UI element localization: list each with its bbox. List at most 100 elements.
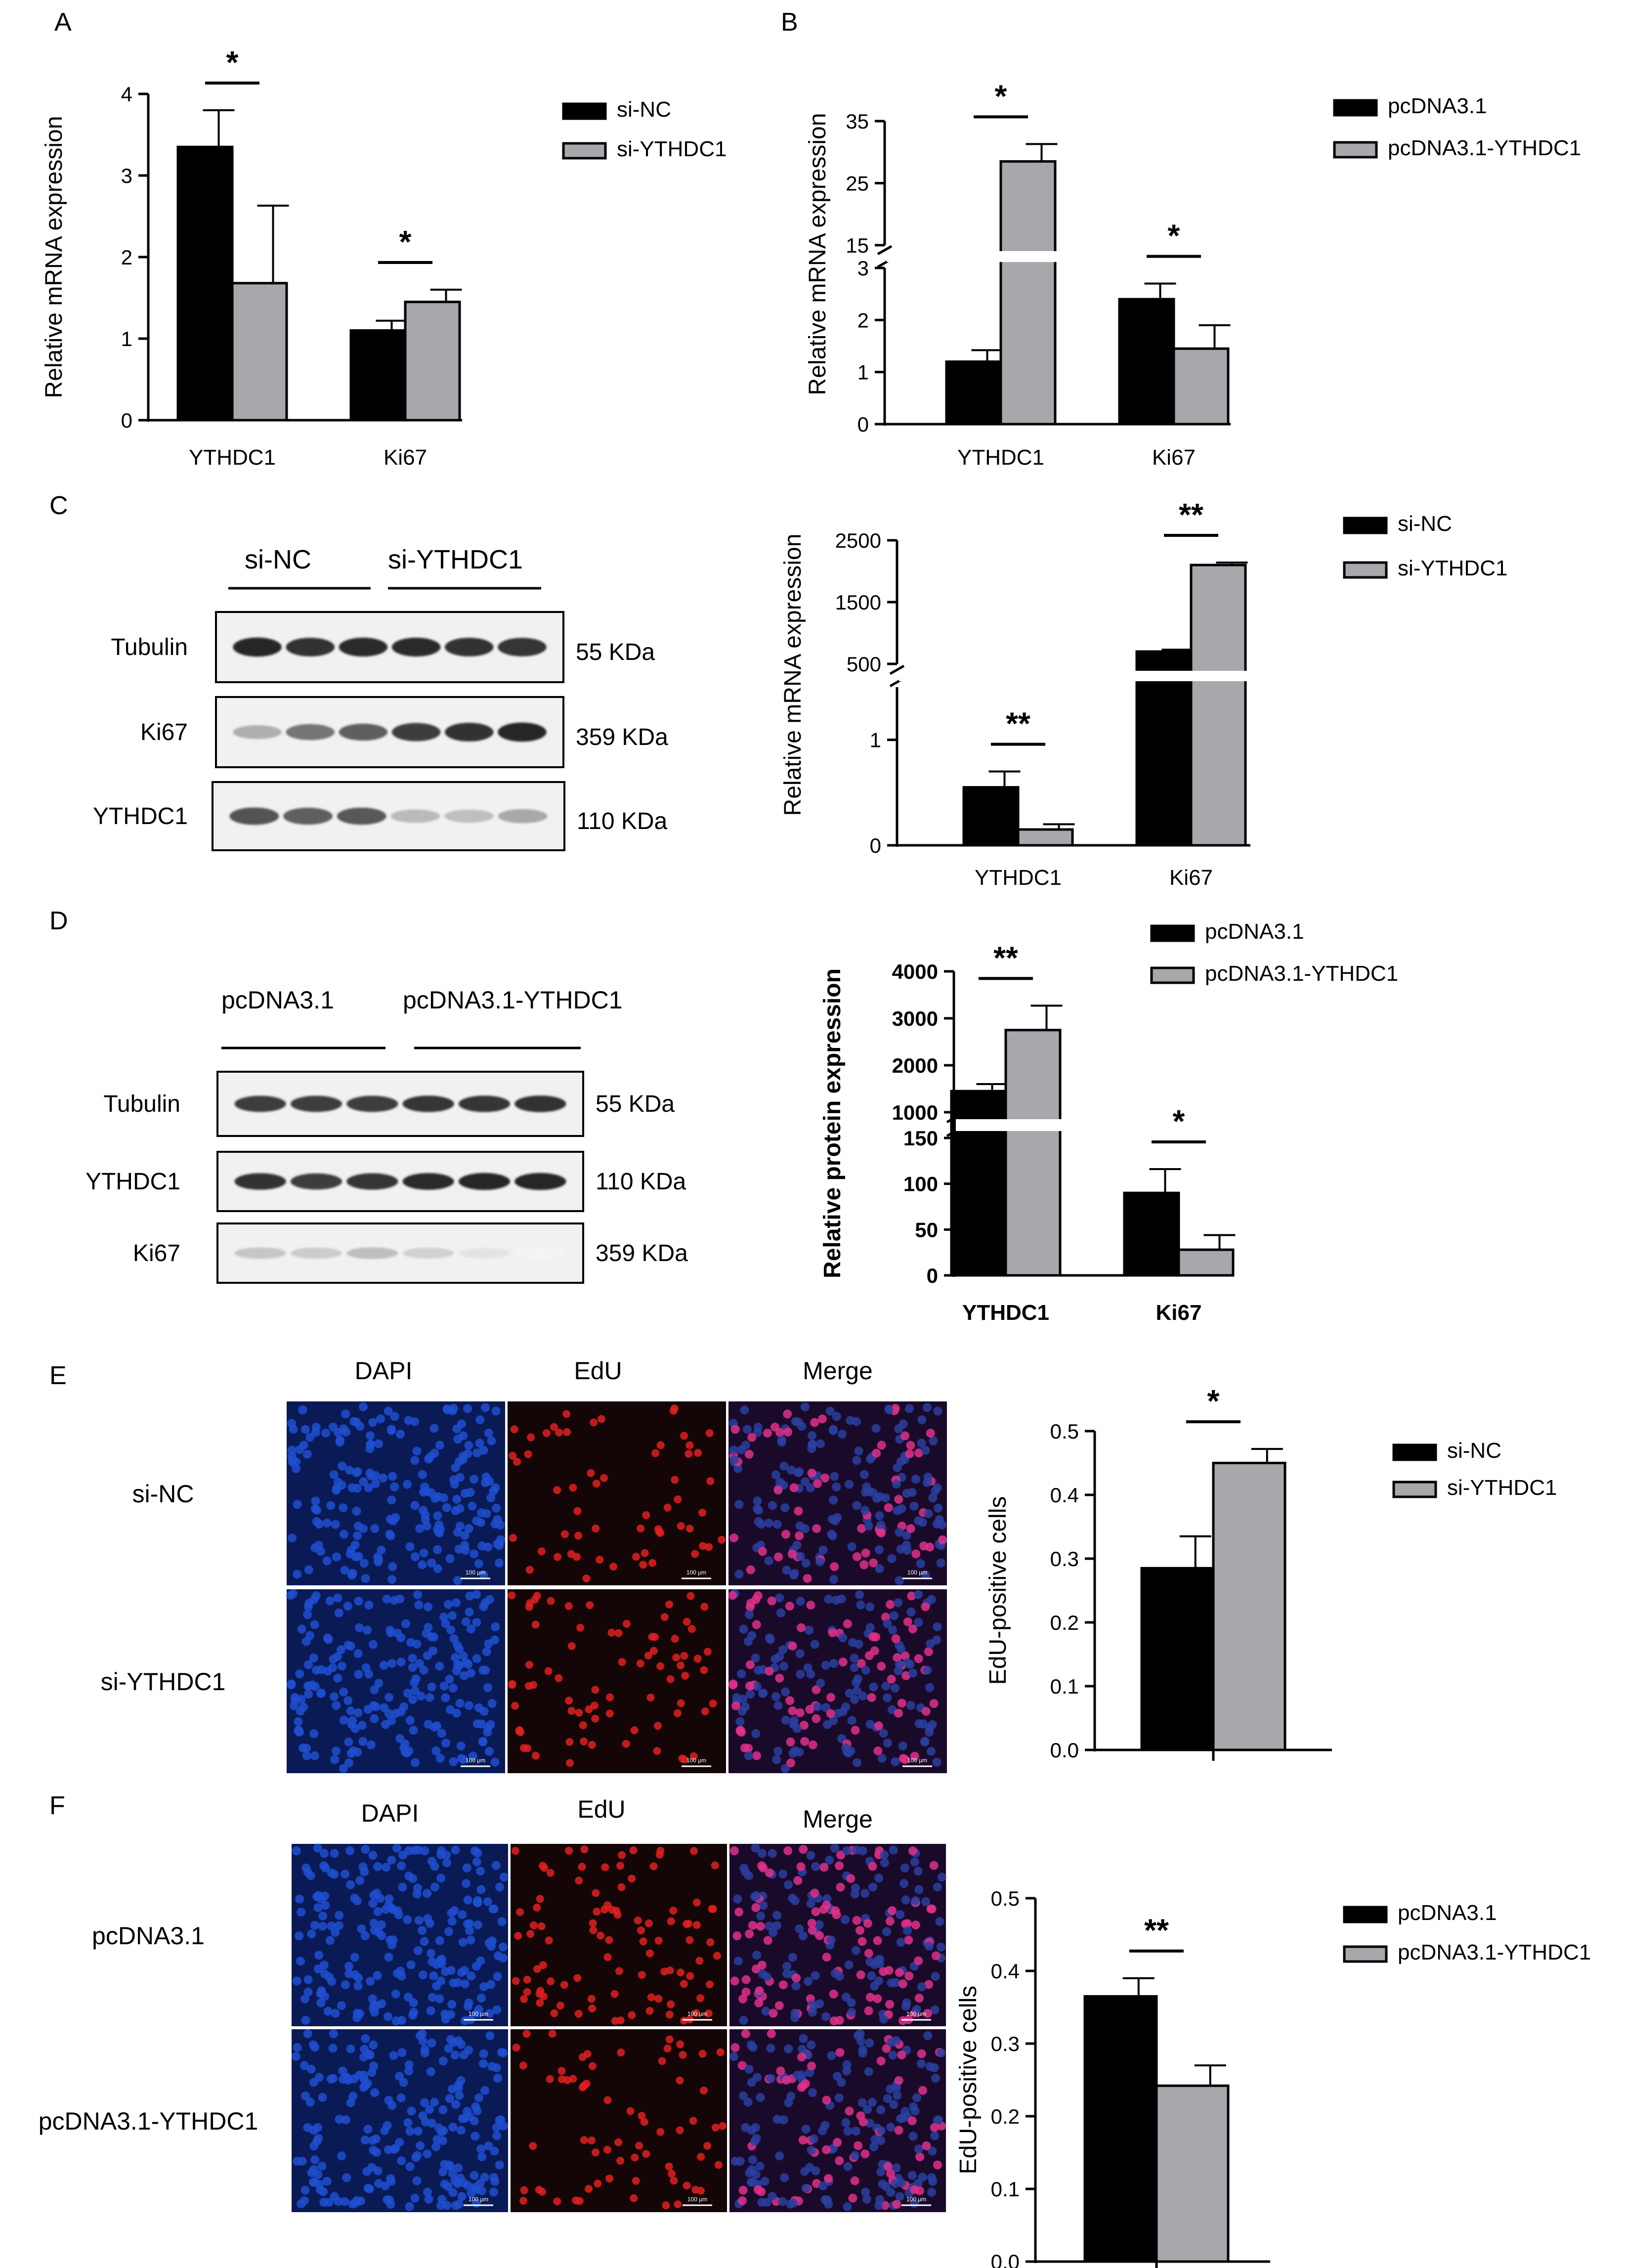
edu-nucleus [572, 2196, 580, 2205]
merge-nucleus [774, 2001, 784, 2010]
nucleus [463, 1404, 472, 1413]
merge-nucleus [908, 1624, 917, 1634]
merge-nucleus [768, 2192, 777, 2201]
edu-nucleus [656, 1529, 665, 1537]
nucleus [333, 1673, 342, 1683]
nucleus [382, 1863, 391, 1872]
blot-band [234, 1173, 286, 1190]
nucleus [483, 1897, 492, 1906]
merge-nucleus [795, 1531, 804, 1540]
bar-d-0-0 [950, 1090, 1007, 1277]
y-tick-label: 1000 [892, 1101, 938, 1124]
nucleus [319, 1961, 329, 1970]
merge-nucleus [829, 1989, 838, 1999]
nucleus [491, 1861, 501, 1870]
edu-nucleus [632, 1553, 640, 1561]
blot-band [444, 723, 494, 741]
edu-nucleus [700, 1666, 708, 1674]
nucleus [337, 2001, 346, 2010]
merge-nucleus [919, 1719, 928, 1729]
y-tick-label: 2500 [835, 529, 881, 552]
nucleus [441, 1739, 450, 1748]
edu-nucleus [705, 1543, 713, 1551]
nucleus [304, 1599, 314, 1608]
nucleus [469, 1475, 478, 1484]
edu-nucleus [660, 1967, 669, 1976]
edu-nucleus [579, 1721, 587, 1730]
nucleus [433, 1545, 442, 1554]
nucleus [462, 1879, 471, 1888]
nucleus [447, 2000, 457, 2009]
merge-nucleus [786, 1758, 795, 1768]
merge-nucleus [873, 1936, 882, 1945]
blot-group-label: si-YTHDC1 [388, 545, 523, 574]
merge-nucleus [862, 1482, 871, 1491]
merge-nucleus [798, 2136, 808, 2145]
merge-nucleus [731, 1701, 740, 1710]
edu-nucleus [638, 2112, 646, 2120]
edu-nucleus [578, 2083, 587, 2092]
nucleus [437, 1955, 446, 1964]
legend-label: pcDNA3.1 [1398, 1901, 1497, 1925]
merge-nucleus [759, 1863, 768, 1873]
merge-nucleus [752, 1751, 761, 1760]
edu-nucleus [562, 1410, 571, 1418]
blot-kda-label: 359 KDa [576, 724, 668, 750]
merge-nucleus [835, 2048, 845, 2057]
edu-nucleus [683, 2181, 691, 2190]
merge-nucleus [822, 1894, 832, 1904]
merge-nucleus [753, 1428, 762, 1437]
scale-bar-label: 100 μm [686, 1569, 706, 1576]
panel-label-e: E [49, 1361, 67, 1390]
merge-nucleus [766, 2044, 775, 2053]
edu-nucleus [547, 1597, 555, 1605]
nucleus [313, 1903, 323, 1912]
merge-nucleus [835, 1861, 844, 1871]
y-tick-label: 1 [121, 327, 132, 350]
edu-nucleus [592, 1889, 600, 1897]
legend-label: pcDNA3.1-YTHDC1 [1388, 136, 1581, 160]
merge-nucleus [783, 1409, 792, 1419]
nucleus [385, 1515, 395, 1524]
edu-nucleus [607, 1628, 616, 1637]
merge-nucleus [784, 2044, 793, 2053]
merge-nucleus [745, 1660, 755, 1669]
merge-nucleus [931, 1972, 940, 1981]
nucleus [410, 1552, 420, 1562]
merge-nucleus [927, 2187, 936, 2197]
nucleus [301, 2015, 310, 2025]
merge-nucleus [865, 1602, 875, 1612]
nucleus [301, 1863, 311, 1873]
nucleus [313, 1843, 322, 1853]
nucleus [453, 1576, 462, 1585]
nucleus [461, 1658, 471, 1667]
nucleus [491, 1406, 501, 1416]
nucleus [459, 2050, 469, 2059]
nucleus [404, 1846, 414, 1856]
edu-nucleus [516, 1908, 524, 1916]
micro-column-title: EdU [574, 1357, 622, 1385]
micro-bg [287, 1589, 505, 1773]
merge-nucleus [893, 1653, 902, 1662]
merge-nucleus [933, 1882, 942, 1892]
merge-nucleus [914, 1516, 923, 1526]
merge-nucleus [934, 1503, 943, 1513]
nucleus [343, 1696, 353, 1705]
bar-c-1-1 [1190, 564, 1247, 847]
edu-nucleus [674, 1495, 682, 1504]
nucleus [335, 1911, 344, 1920]
edu-nucleus [612, 1907, 621, 1915]
nucleus [482, 1509, 491, 1518]
merge-nucleus [771, 1692, 780, 1701]
merge-nucleus [730, 1455, 739, 1464]
edu-nucleus [563, 2076, 572, 2084]
nucleus [415, 1524, 425, 1533]
edu-nucleus [605, 1693, 614, 1701]
legend-swatch [1392, 1481, 1437, 1498]
merge-nucleus [779, 1461, 789, 1471]
edu-nucleus [567, 1550, 575, 1558]
nucleus [322, 2177, 332, 2186]
merge-nucleus [926, 1429, 935, 1438]
merge-nucleus [838, 1707, 848, 1716]
merge-nucleus [888, 2050, 898, 2060]
